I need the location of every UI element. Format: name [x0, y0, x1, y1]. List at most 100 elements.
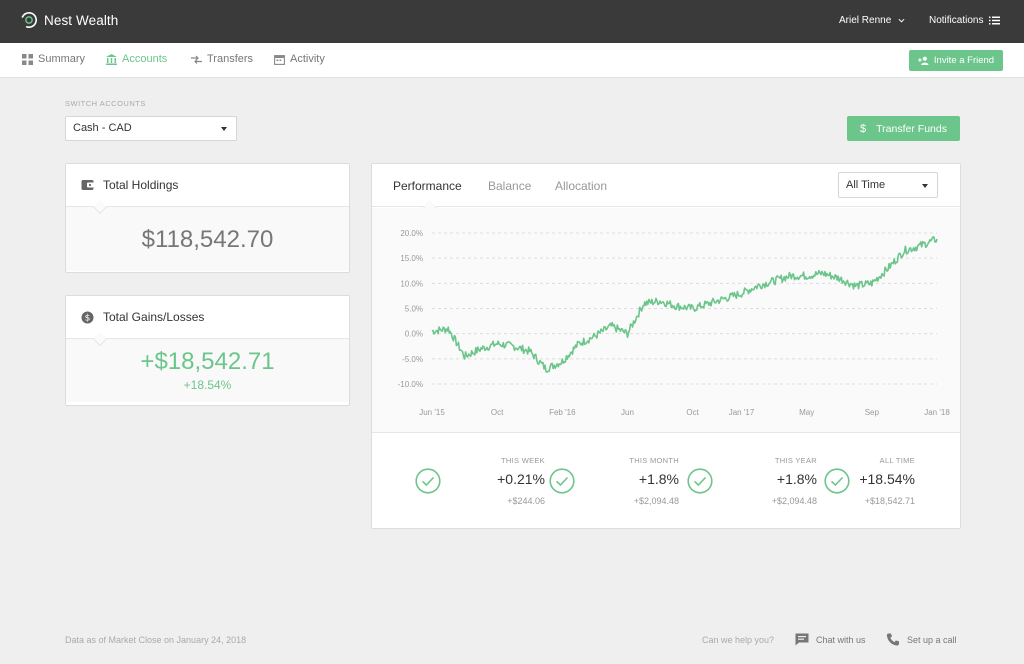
card-body: +$18,542.71 +18.54% [66, 339, 349, 402]
stat-amount: +$2,094.48 [771, 496, 817, 506]
tab-performance[interactable]: Performance [393, 179, 462, 193]
transfer-funds-button[interactable]: $ Transfer Funds [847, 116, 960, 141]
stat-this-week: THIS WEEK +0.21% +$244.06 [415, 456, 545, 516]
x-tick-label: Oct [686, 408, 699, 417]
stat-amount: +$2,094.48 [633, 496, 679, 506]
invite-label: Invite a Friend [933, 55, 995, 66]
dollar-icon: $ [860, 122, 867, 135]
invite-friend-button[interactable]: Invite a Friend [909, 50, 1003, 71]
stat-label: THIS WEEK [501, 456, 545, 465]
caret-down-icon [922, 184, 928, 188]
chat-link[interactable]: Chat with us [795, 633, 866, 646]
stat-percent: +1.8% [638, 471, 679, 487]
total-holdings-card: Total Holdings $118,542.70 [65, 163, 350, 273]
stat-amount: +$244.06 [507, 496, 545, 506]
check-circle-icon [824, 468, 850, 494]
y-tick-label: 15.0% [400, 254, 423, 263]
calendar-icon [274, 54, 285, 65]
card-body: $118,542.70 [66, 207, 349, 271]
x-tick-label: Oct [491, 408, 504, 417]
y-tick-label: 20.0% [400, 229, 423, 238]
tab-allocation[interactable]: Allocation [555, 179, 608, 193]
y-tick-label: 10.0% [400, 279, 423, 288]
bank-icon [106, 53, 117, 65]
gains-percent: +18.54% [183, 378, 232, 392]
stat-percent: +0.21% [497, 471, 545, 487]
user-name: Ariel Renne [839, 15, 892, 26]
call-link[interactable]: Set up a call [886, 633, 957, 646]
chat-bubble-icon [795, 633, 809, 646]
nav-item-label: Accounts [122, 53, 168, 65]
performance-card: Performance Balance Allocation All Time … [371, 163, 961, 529]
range-select-value: All Time [846, 179, 886, 191]
stat-label: THIS YEAR [774, 456, 817, 465]
tab-balance[interactable]: Balance [488, 179, 532, 193]
chevron-down-icon [898, 18, 905, 23]
x-tick-label: Feb '16 [549, 408, 576, 417]
gains-value: +$18,542.71 [140, 348, 275, 375]
x-tick-label: Jan '18 [924, 408, 950, 417]
notifications-button[interactable]: Notifications [929, 15, 1001, 26]
check-circle-icon [549, 468, 575, 494]
nav-item-summary[interactable]: Summary [22, 53, 85, 65]
y-tick-label: -10.0% [398, 380, 423, 389]
transfer-funds-label: Transfer Funds [876, 122, 947, 135]
nav-item-transfers[interactable]: Transfers [191, 53, 253, 65]
y-tick-label: 0.0% [405, 330, 423, 339]
account-select[interactable]: Cash - CAD [65, 116, 237, 141]
help-prompt: Can we help you? [702, 635, 775, 645]
stat-label: THIS MONTH [629, 456, 679, 465]
x-tick-label: Jun '15 [419, 408, 445, 417]
stat-percent: +18.54% [859, 471, 915, 487]
card-title: Total Gains/Losses [103, 310, 205, 324]
holdings-value: $118,542.70 [141, 226, 274, 253]
grid-icon [22, 53, 33, 65]
card-header: Total Holdings [66, 164, 349, 215]
check-circle-icon [415, 468, 441, 494]
list-menu-icon [989, 16, 1001, 25]
total-gains-card: $ Total Gains/Losses +$18,542.71 +18.54% [65, 295, 350, 406]
notifications-label: Notifications [929, 15, 984, 26]
switch-accounts-label: SWITCH ACCOUNTS [65, 99, 146, 108]
stat-amount: +$18,542.71 [864, 496, 915, 506]
nav-item-label: Summary [38, 53, 86, 65]
stat-this-month: THIS MONTH +1.8% +$2,094.48 [549, 456, 679, 516]
transfer-arrows-icon [191, 55, 202, 64]
add-user-icon [917, 56, 929, 65]
performance-chart: 20.0% 15.0% 10.0% 5.0% 0.0% -5.0% -10.0% Jun '1… [372, 208, 960, 433]
nav-item-label: Transfers [207, 53, 254, 65]
top-bar: Nest Wealth Ariel Renne Notifications [0, 0, 1024, 43]
y-tick-label: 5.0% [405, 305, 423, 314]
card-title: Total Holdings [103, 178, 179, 192]
brand-name: Nest Wealth [44, 12, 119, 28]
performance-series-line [431, 236, 938, 373]
nav-item-activity[interactable]: Activity [274, 53, 325, 65]
caret-down-icon [221, 127, 227, 131]
performance-header: Performance Balance Allocation All Time [372, 164, 960, 215]
check-circle-icon [687, 468, 713, 494]
dollar-circle-icon: $ [81, 311, 94, 323]
phone-icon [886, 633, 899, 646]
user-menu[interactable]: Ariel Renne [839, 15, 905, 26]
stat-percent: +1.8% [776, 471, 817, 487]
y-tick-label: -5.0% [402, 355, 423, 364]
nav-bar: Summary Accounts Transfers Activity [0, 43, 1024, 78]
nav-item-accounts[interactable]: Accounts [106, 53, 167, 65]
chat-label: Chat with us [816, 634, 866, 645]
nest-ring-icon [20, 11, 38, 29]
data-note: Data as of Market Close on January 24, 2… [65, 635, 247, 645]
range-select[interactable]: All Time [838, 172, 938, 198]
card-header: $ Total Gains/Losses [66, 296, 349, 347]
account-select-value: Cash - CAD [73, 122, 132, 134]
brand[interactable]: Nest Wealth [20, 11, 118, 29]
stat-label: ALL TIME [879, 456, 915, 465]
wallet-icon [81, 180, 94, 190]
svg-text:$: $ [85, 313, 91, 323]
x-tick-label: Sep [865, 408, 880, 417]
performance-line-chart: 20.0% 15.0% 10.0% 5.0% 0.0% -5.0% -10.0% Jun '1… [398, 229, 951, 417]
stat-all-time: ALL TIME +18.54% +$18,542.71 [785, 456, 915, 516]
x-tick-label: Jan '17 [729, 408, 755, 417]
x-tick-label: May [799, 408, 814, 417]
x-tick-label: Jun [621, 408, 634, 417]
nav-item-label: Activity [290, 53, 325, 65]
